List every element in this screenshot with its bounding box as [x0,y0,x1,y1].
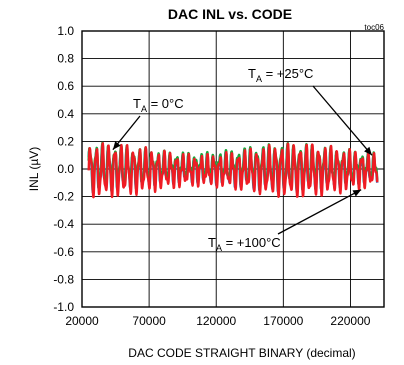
y-tick-label: -0.8 [53,272,74,286]
chart-title: DAC INL vs. CODE [168,6,292,22]
y-tick-label: 0.6 [57,79,74,93]
annotation-arrow [312,85,373,156]
annotation-label: TA = +100°C [208,235,281,253]
annotation-arrow [277,189,362,235]
y-tick-label: -1.0 [53,300,74,314]
annotations: TA = 0°C TA = +25°C TA = +100°C [112,66,373,253]
y-tick-label: 0.8 [57,52,74,66]
x-tick-label: 220000 [330,314,370,328]
annotation-arrowhead [352,189,362,197]
y-tick-label: 1.0 [57,24,74,38]
y-tick-label: -0.4 [53,217,74,231]
y-tick-label: 0.2 [57,134,74,148]
x-tick-label: 20000 [65,314,99,328]
annotation-label: TA = 0°C [133,96,184,114]
y-tick-label: 0.4 [57,107,74,121]
series-line-2 [87,142,379,199]
x-axis-label: DAC CODE STRAIGHT BINARY (decimal) [128,346,355,360]
x-tick-label: 70000 [132,314,166,328]
figure-tag: toc06 [364,23,384,32]
y-tick-label: -0.2 [53,190,74,204]
y-tick-labels: 1.0 0.8 0.6 0.4 0.2 0.0 -0.2 -0.4 -0.6 -0.8 -1.0 [53,24,74,314]
x-tick-labels: 20000 70000 120000 170000 220000 [65,314,370,328]
annotation-label: TA = +25°C [248,66,313,84]
y-tick-label: 0.0 [57,162,74,176]
annotation-arrowhead [112,141,121,150]
x-tick-label: 170000 [263,314,303,328]
y-tick-label: -0.6 [53,245,74,259]
plot-frame [81,30,385,308]
y-axis-label: INL (µV) [27,147,41,191]
annotation-arrowhead [364,146,372,156]
x-tick-label: 120000 [196,314,236,328]
series-lines [87,141,379,199]
